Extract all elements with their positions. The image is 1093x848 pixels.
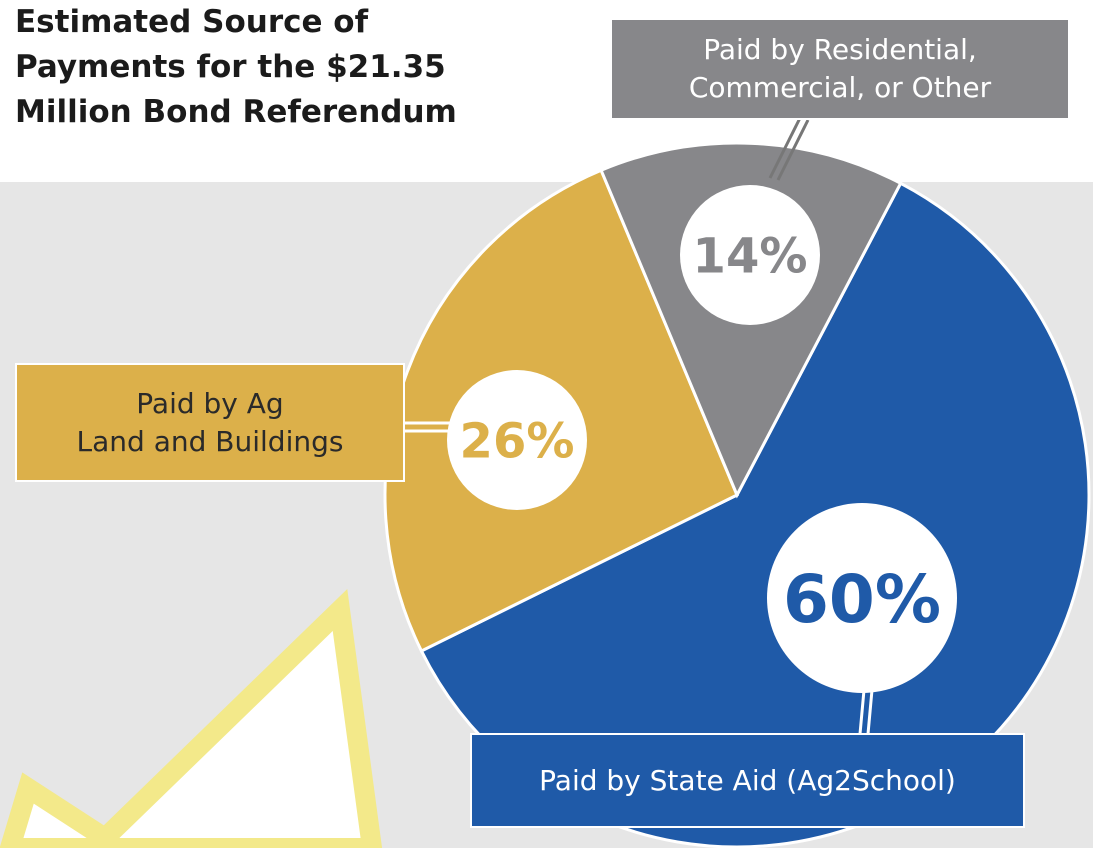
connector — [776, 119, 810, 181]
value-label: 60% — [783, 561, 941, 638]
label-circle — [767, 503, 957, 693]
category-label: Paid by Residential, Commercial, or Othe… — [610, 18, 1070, 120]
label-circle — [680, 185, 820, 325]
category-label: Paid by State Aid (Ag2School) — [470, 733, 1025, 828]
label-circle — [447, 370, 587, 510]
chart-title: Estimated Source of Payments for the $21… — [15, 4, 457, 130]
connector — [866, 689, 874, 735]
category-label: Paid by Ag Land and Buildings — [15, 363, 405, 482]
connectors — [405, 117, 874, 735]
connector — [768, 117, 802, 179]
value-label: 26% — [460, 413, 575, 469]
value-label: 14% — [693, 228, 808, 284]
decor-shape — [0, 589, 383, 848]
connector — [858, 689, 866, 735]
